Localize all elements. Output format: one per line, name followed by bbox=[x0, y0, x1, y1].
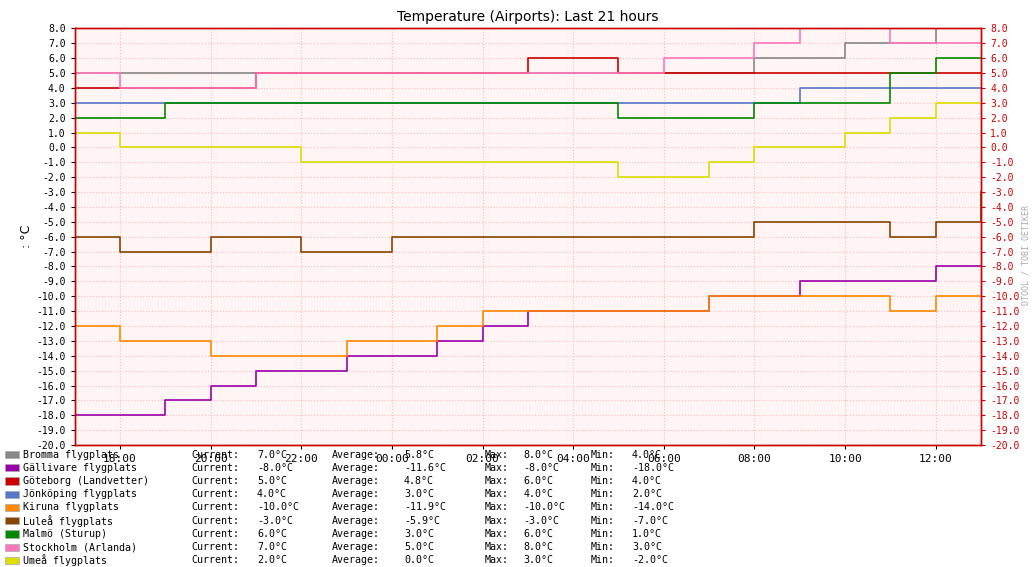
Text: -8.0°C: -8.0°C bbox=[523, 463, 559, 473]
Text: -3.0°C: -3.0°C bbox=[257, 516, 293, 526]
Text: Gällivare flygplats: Gällivare flygplats bbox=[23, 463, 137, 473]
FancyBboxPatch shape bbox=[5, 464, 19, 471]
Text: Min:: Min: bbox=[591, 489, 614, 499]
FancyBboxPatch shape bbox=[5, 451, 19, 458]
Text: -11.6°C: -11.6°C bbox=[404, 463, 447, 473]
Text: Max:: Max: bbox=[485, 450, 509, 459]
Text: 7.0°C: 7.0°C bbox=[257, 542, 287, 552]
Text: Jönköping flygplats: Jönköping flygplats bbox=[23, 489, 137, 499]
Text: 6.0°C: 6.0°C bbox=[523, 529, 553, 539]
Text: Min:: Min: bbox=[591, 476, 614, 486]
Text: Max:: Max: bbox=[485, 516, 509, 526]
Text: 8.0°C: 8.0°C bbox=[523, 542, 553, 552]
Text: 5.8°C: 5.8°C bbox=[404, 450, 434, 459]
FancyBboxPatch shape bbox=[5, 477, 19, 485]
Text: Average:: Average: bbox=[332, 542, 379, 552]
Text: Min:: Min: bbox=[591, 450, 614, 459]
Text: Umeå flygplats: Umeå flygplats bbox=[23, 555, 107, 566]
Text: Average:: Average: bbox=[332, 476, 379, 486]
Text: 8.0°C: 8.0°C bbox=[523, 450, 553, 459]
Text: -7.0°C: -7.0°C bbox=[632, 516, 668, 526]
Text: -10.0°C: -10.0°C bbox=[523, 502, 566, 513]
Text: Current:: Current: bbox=[192, 502, 239, 513]
Text: 2.0°C: 2.0°C bbox=[632, 489, 662, 499]
Text: 4.8°C: 4.8°C bbox=[404, 476, 434, 486]
Text: Max:: Max: bbox=[485, 529, 509, 539]
Text: 2.0°C: 2.0°C bbox=[257, 556, 287, 565]
Text: Kiruna flygplats: Kiruna flygplats bbox=[23, 502, 119, 513]
Text: Stockholm (Arlanda): Stockholm (Arlanda) bbox=[23, 542, 137, 552]
Text: 5.0°C: 5.0°C bbox=[404, 542, 434, 552]
Text: Current:: Current: bbox=[192, 476, 239, 486]
FancyBboxPatch shape bbox=[5, 517, 19, 524]
Title: Temperature (Airports): Last 21 hours: Temperature (Airports): Last 21 hours bbox=[397, 10, 659, 24]
Text: Luleå flygplats: Luleå flygplats bbox=[23, 515, 113, 527]
Text: 0.0°C: 0.0°C bbox=[404, 556, 434, 565]
Text: Current:: Current: bbox=[192, 556, 239, 565]
Text: Average:: Average: bbox=[332, 450, 379, 459]
Text: Min:: Min: bbox=[591, 463, 614, 473]
Text: DTOOL / TOBI OETIKER: DTOOL / TOBI OETIKER bbox=[1021, 205, 1031, 305]
Text: Average:: Average: bbox=[332, 463, 379, 473]
Text: 1.0°C: 1.0°C bbox=[632, 529, 662, 539]
Text: Min:: Min: bbox=[591, 542, 614, 552]
Text: Max:: Max: bbox=[485, 542, 509, 552]
Text: -3.0°C: -3.0°C bbox=[523, 516, 559, 526]
Text: -10.0°C: -10.0°C bbox=[257, 502, 299, 513]
Text: 3.0°C: 3.0°C bbox=[404, 489, 434, 499]
Text: -8.0°C: -8.0°C bbox=[257, 463, 293, 473]
Text: 7.0°C: 7.0°C bbox=[257, 450, 287, 459]
Text: Min:: Min: bbox=[591, 516, 614, 526]
Text: 4.0°C: 4.0°C bbox=[523, 489, 553, 499]
Text: Max:: Max: bbox=[485, 463, 509, 473]
Text: Current:: Current: bbox=[192, 463, 239, 473]
Text: Average:: Average: bbox=[332, 489, 379, 499]
Text: Malmö (Sturup): Malmö (Sturup) bbox=[23, 529, 107, 539]
Text: 3.0°C: 3.0°C bbox=[632, 542, 662, 552]
Text: -18.0°C: -18.0°C bbox=[632, 463, 674, 473]
FancyBboxPatch shape bbox=[5, 544, 19, 551]
Text: Min:: Min: bbox=[591, 502, 614, 513]
Text: 6.0°C: 6.0°C bbox=[523, 476, 553, 486]
Text: -11.9°C: -11.9°C bbox=[404, 502, 447, 513]
Text: Min:: Min: bbox=[591, 556, 614, 565]
Text: Average:: Average: bbox=[332, 516, 379, 526]
Text: 4.0°C: 4.0°C bbox=[257, 489, 287, 499]
Text: Average:: Average: bbox=[332, 502, 379, 513]
Text: Max:: Max: bbox=[485, 476, 509, 486]
FancyBboxPatch shape bbox=[5, 530, 19, 538]
Text: 3.0°C: 3.0°C bbox=[523, 556, 553, 565]
Text: Bromma flygplats: Bromma flygplats bbox=[23, 450, 119, 459]
Text: 5.0°C: 5.0°C bbox=[257, 476, 287, 486]
Text: Average:: Average: bbox=[332, 529, 379, 539]
Text: 4.0°C: 4.0°C bbox=[632, 450, 662, 459]
Text: Current:: Current: bbox=[192, 516, 239, 526]
Y-axis label: : °C: : °C bbox=[21, 225, 33, 248]
FancyBboxPatch shape bbox=[5, 504, 19, 511]
FancyBboxPatch shape bbox=[5, 490, 19, 498]
Text: Current:: Current: bbox=[192, 542, 239, 552]
Text: Max:: Max: bbox=[485, 502, 509, 513]
Text: Average:: Average: bbox=[332, 556, 379, 565]
Text: Max:: Max: bbox=[485, 556, 509, 565]
Text: 3.0°C: 3.0°C bbox=[404, 529, 434, 539]
FancyBboxPatch shape bbox=[5, 557, 19, 564]
Text: Min:: Min: bbox=[591, 529, 614, 539]
Text: Max:: Max: bbox=[485, 489, 509, 499]
Text: Current:: Current: bbox=[192, 529, 239, 539]
Text: Current:: Current: bbox=[192, 489, 239, 499]
Text: Göteborg (Landvetter): Göteborg (Landvetter) bbox=[23, 476, 149, 486]
Text: -5.9°C: -5.9°C bbox=[404, 516, 440, 526]
Text: -2.0°C: -2.0°C bbox=[632, 556, 668, 565]
Text: 6.0°C: 6.0°C bbox=[257, 529, 287, 539]
Text: Current:: Current: bbox=[192, 450, 239, 459]
Text: -14.0°C: -14.0°C bbox=[632, 502, 674, 513]
Text: 4.0°C: 4.0°C bbox=[632, 476, 662, 486]
